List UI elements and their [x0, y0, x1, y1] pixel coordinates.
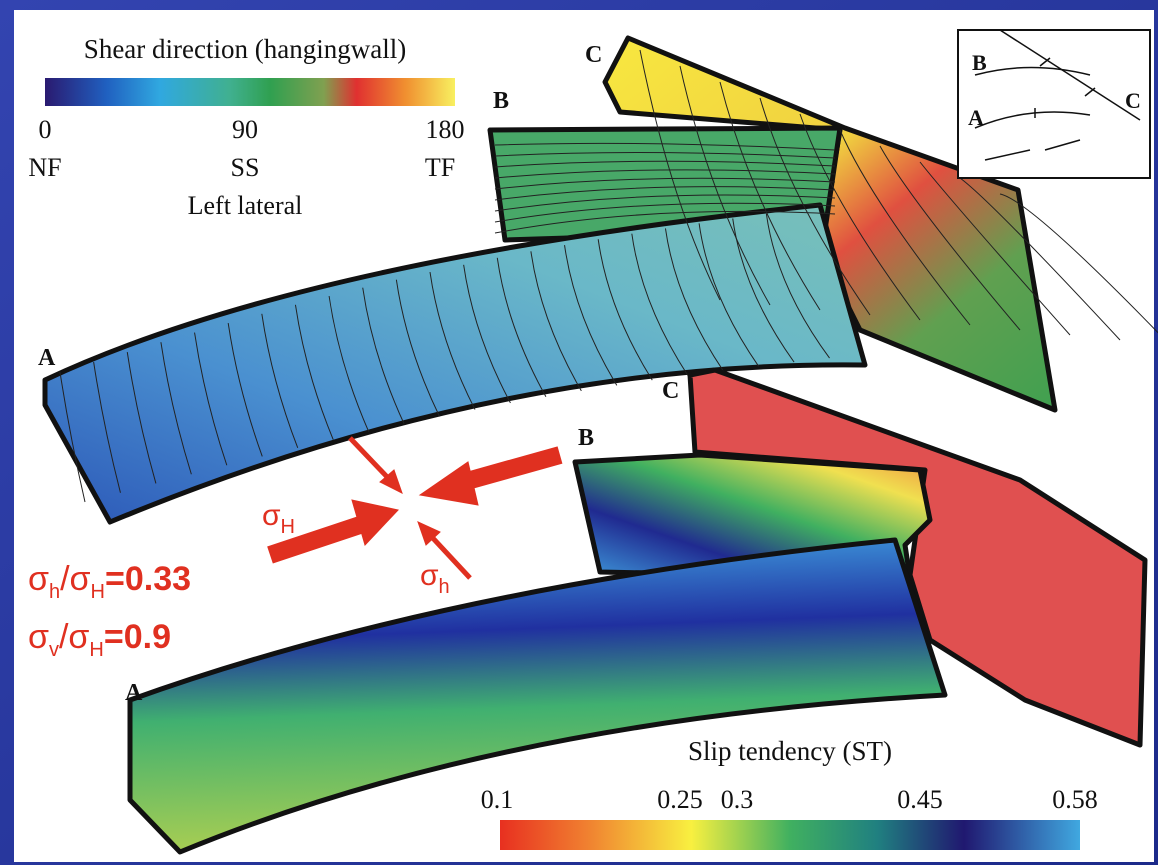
fault-label: B: [493, 88, 509, 114]
tick-label: 0.45: [897, 785, 943, 814]
tick-label: 0: [39, 115, 52, 144]
tick-label: 0.25: [657, 785, 703, 814]
shear-colorbar: [45, 78, 455, 106]
fault-label: A: [125, 680, 143, 706]
tick-label: 0.3: [721, 785, 754, 814]
slip-colorbar: [500, 820, 1080, 850]
label: NF: [28, 153, 61, 182]
figure: Shear direction (hangingwall) 0 90 180 N…: [0, 0, 1158, 865]
inset-label: B: [972, 50, 987, 75]
tick-label: 0.58: [1052, 785, 1098, 814]
fault-label: C: [585, 42, 602, 68]
legend-title: Shear direction (hangingwall): [84, 34, 406, 64]
label: TF: [425, 153, 455, 182]
fault-label: C: [662, 378, 679, 404]
tick-label: 90: [232, 115, 258, 144]
inset-label: C: [1125, 88, 1141, 113]
fault-label: A: [38, 345, 56, 371]
legend-title: Slip tendency (ST): [688, 736, 892, 766]
note: Left lateral: [188, 191, 303, 220]
label: SS: [231, 153, 260, 182]
page: {"shear_legend": {"title": "Shear direct…: [0, 0, 1158, 865]
inset: [958, 30, 1150, 178]
tick-label: 0.1: [481, 785, 514, 814]
inset-label: A: [968, 105, 984, 130]
tick-label: 180: [426, 115, 465, 144]
fault-label: B: [578, 425, 594, 451]
